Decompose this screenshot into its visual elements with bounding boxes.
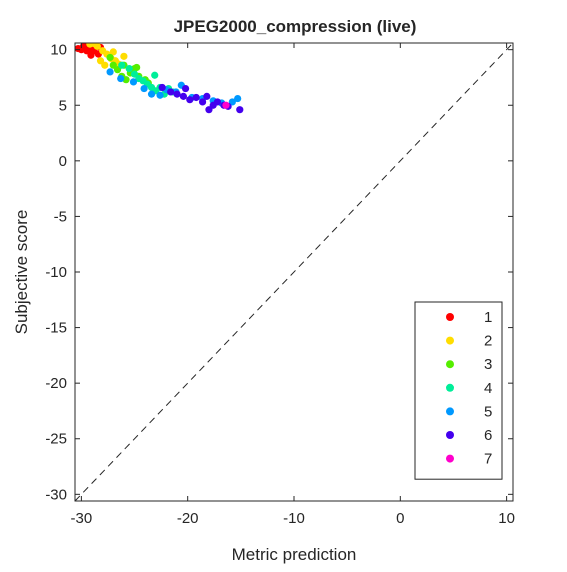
y-axis-label: Subjective score bbox=[12, 210, 31, 335]
legend-marker-3 bbox=[446, 360, 454, 369]
data-point-series-1 bbox=[87, 51, 95, 59]
data-point-series-6 bbox=[205, 106, 213, 114]
legend-label-2: 2 bbox=[484, 333, 492, 350]
y-tick-label: -30 bbox=[45, 486, 67, 503]
x-tick-label: -30 bbox=[71, 510, 93, 527]
data-point-series-5 bbox=[140, 84, 148, 93]
data-point-series-2 bbox=[101, 61, 109, 69]
data-point-series-2 bbox=[109, 48, 117, 56]
data-point-series-5 bbox=[147, 90, 156, 98]
y-tick-label: -20 bbox=[45, 375, 67, 392]
x-axis-ticks: -30 -20 -10 0 10 bbox=[71, 43, 515, 527]
data-point-series-3 bbox=[133, 63, 141, 72]
data-point-series-5 bbox=[228, 98, 236, 106]
legend-marker-4 bbox=[446, 383, 454, 392]
legend-label-1: 1 bbox=[484, 309, 492, 326]
data-point-series-3 bbox=[109, 61, 117, 69]
data-point-series-5 bbox=[156, 91, 164, 99]
y-tick-label: -15 bbox=[45, 320, 67, 337]
data-point-series-4 bbox=[118, 61, 126, 69]
y-tick-label: 5 bbox=[59, 97, 67, 114]
data-point-series-6 bbox=[167, 88, 175, 96]
y-tick-label: -25 bbox=[45, 431, 67, 448]
legend-marker-7 bbox=[446, 454, 454, 463]
legend-label-7: 7 bbox=[484, 451, 492, 468]
data-point-series-6 bbox=[203, 92, 211, 100]
data-point-series-6 bbox=[173, 90, 181, 98]
legend-marker-2 bbox=[446, 336, 454, 345]
legend-label-4: 4 bbox=[484, 380, 492, 397]
data-point-series-4 bbox=[151, 71, 159, 79]
data-point-series-2 bbox=[96, 57, 105, 65]
data-point-series-6 bbox=[236, 106, 244, 114]
y-tick-label: -10 bbox=[45, 264, 67, 281]
data-point-series-6 bbox=[213, 98, 222, 106]
x-tick-label: 0 bbox=[396, 510, 404, 527]
data-point-series-5 bbox=[129, 78, 138, 86]
legend-label-5: 5 bbox=[484, 403, 492, 420]
data-point-series-6 bbox=[192, 93, 200, 102]
legend-label-6: 6 bbox=[484, 427, 492, 444]
data-point-series-5 bbox=[117, 74, 125, 83]
data-point-series-6 bbox=[179, 92, 188, 100]
legend-label-3: 3 bbox=[484, 356, 492, 373]
data-point-series-3 bbox=[113, 66, 122, 74]
y-axis-ticks: -30 -25 -20 -15 -10 -5 0 5 10 bbox=[45, 42, 513, 503]
y-tick-label: 0 bbox=[59, 153, 67, 170]
x-tick-label: 10 bbox=[498, 510, 515, 527]
data-points bbox=[75, 43, 244, 114]
x-tick-label: -20 bbox=[177, 510, 199, 527]
data-point-series-5 bbox=[234, 94, 242, 103]
data-point-series-6 bbox=[198, 98, 207, 106]
x-tick-label: -10 bbox=[283, 510, 305, 527]
data-point-series-7 bbox=[222, 101, 230, 109]
y-tick-label: 10 bbox=[50, 42, 67, 59]
data-point-series-6 bbox=[181, 84, 190, 93]
x-axis-label: Metric prediction bbox=[232, 545, 357, 564]
data-point-series-2 bbox=[120, 52, 128, 60]
data-point-series-5 bbox=[106, 68, 114, 76]
data-point-series-4 bbox=[130, 70, 139, 78]
identity-line bbox=[74, 42, 514, 502]
data-point-series-2 bbox=[91, 43, 99, 48]
data-point-series-6 bbox=[186, 96, 194, 104]
legend-marker-5 bbox=[446, 407, 454, 416]
legend-marker-6 bbox=[446, 431, 454, 439]
legend-marker-1 bbox=[446, 313, 454, 321]
data-point-series-6 bbox=[158, 83, 166, 92]
legend: 1 2 3 4 5 6 7 bbox=[414, 301, 503, 480]
data-point-series-3 bbox=[106, 53, 114, 62]
chart-title: JPEG2000_compression (live) bbox=[174, 17, 417, 36]
legend-box bbox=[414, 301, 503, 480]
data-point-series-4 bbox=[125, 64, 133, 73]
plot-frame bbox=[74, 42, 514, 502]
y-tick-label: -5 bbox=[54, 208, 67, 225]
